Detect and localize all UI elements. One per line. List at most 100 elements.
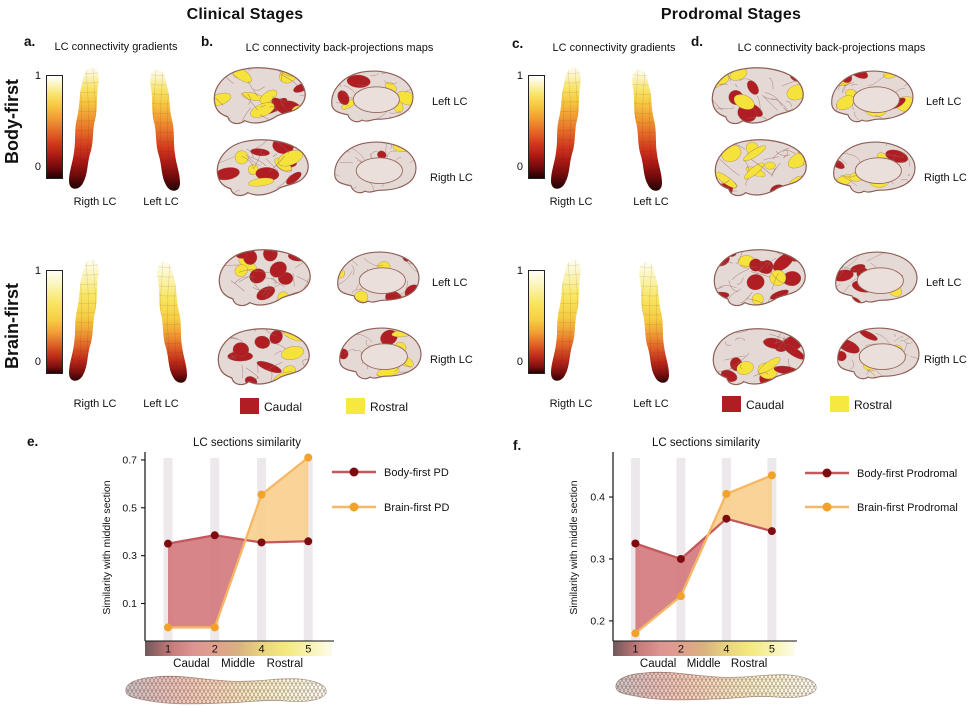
svg-text:Middle: Middle <box>687 658 721 670</box>
panel-a-letter: a. <box>24 34 36 49</box>
colorbar-min: 0 <box>34 356 41 368</box>
projection-label-right: Rigth LC <box>924 354 967 366</box>
panel-d-title: LC connectivity back-projections maps <box>737 42 926 54</box>
clinical-title: Clinical Stages <box>186 6 304 23</box>
svg-text:1: 1 <box>165 644 171 656</box>
brain-map-lateral <box>206 62 310 132</box>
svg-text:Middle: Middle <box>221 658 255 670</box>
lc-blob-left <box>133 66 185 198</box>
lc-mesh-blob <box>606 666 824 704</box>
caudal-label: Caudal <box>746 398 785 412</box>
lc-label-right: Rigth LC <box>73 398 117 410</box>
projection-label-left: Left LC <box>432 96 468 108</box>
svg-text:Similarity with middle section: Similarity with middle section <box>568 480 580 614</box>
svg-text:Similarity with middle section: Similarity with middle section <box>101 480 113 614</box>
svg-text:0.3: 0.3 <box>590 553 605 565</box>
lc-blob-left <box>622 258 674 390</box>
lc-blob-right <box>546 64 598 196</box>
svg-text:2: 2 <box>212 644 218 656</box>
projection-label-left: Left LC <box>926 96 962 108</box>
svg-text:2: 2 <box>678 644 684 656</box>
colorbar-max: 1 <box>516 70 523 82</box>
brain-map-medial <box>826 246 924 310</box>
panel-c-letter: c. <box>512 36 524 51</box>
lc-mesh-blob <box>116 670 334 708</box>
projection-label-right: Rigth LC <box>430 172 473 184</box>
brain-map-medial <box>824 136 922 200</box>
gradient-colorbar <box>46 270 63 374</box>
panel-a-title: LC connectivity gradients <box>54 41 178 53</box>
lc-label-left: Left LC <box>143 398 179 410</box>
panel-c-title: LC connectivity gradients <box>552 42 676 54</box>
brain-map-lateral <box>705 323 809 393</box>
brain-map-lateral <box>704 62 808 132</box>
gradient-colorbar <box>528 75 545 179</box>
lc-label-left: Left LC <box>633 196 669 208</box>
brain-map-lateral <box>210 323 314 393</box>
svg-text:LC sections similarity: LC sections similarity <box>652 437 760 449</box>
svg-text:Caudal: Caudal <box>173 658 209 670</box>
prodromal-title: Prodromal Stages <box>660 6 802 23</box>
svg-text:0.4: 0.4 <box>590 492 605 504</box>
svg-text:Body-first Prodromal: Body-first Prodromal <box>857 468 957 480</box>
colorbar-max: 1 <box>516 265 523 277</box>
rostral-swatch <box>830 396 849 412</box>
svg-text:4: 4 <box>258 644 264 656</box>
svg-text:0.1: 0.1 <box>122 598 137 610</box>
projection-label-right: Rigth LC <box>430 354 473 366</box>
caudal-label: Caudal <box>264 400 303 414</box>
colorbar-min: 0 <box>34 161 41 173</box>
brain-map-medial <box>328 246 426 310</box>
brain-map-medial <box>322 65 420 129</box>
svg-text:Caudal: Caudal <box>640 658 676 670</box>
svg-text:0.3: 0.3 <box>122 550 137 562</box>
panel-b-title: LC connectivity back-projections maps <box>245 42 434 54</box>
caudal-swatch <box>722 396 741 412</box>
svg-text:0.7: 0.7 <box>122 454 137 466</box>
lc-label-left: Left LC <box>633 398 669 410</box>
svg-text:Rostral: Rostral <box>267 658 303 670</box>
row-label-brain-first: Brain-first <box>2 283 22 370</box>
svg-text:5: 5 <box>769 644 775 656</box>
svg-text:1: 1 <box>632 644 638 656</box>
lc-label-left: Left LC <box>143 196 179 208</box>
lc-label-right: Rigth LC <box>549 398 593 410</box>
brain-map-medial <box>330 322 428 386</box>
rostral-swatch <box>346 398 365 414</box>
projection-label-right: Rigth LC <box>924 172 967 184</box>
row-label-body-first: Body-first <box>2 79 22 164</box>
panel-b-letter: b. <box>201 34 213 49</box>
colorbar-min: 0 <box>516 161 523 173</box>
svg-text:4: 4 <box>723 644 729 656</box>
lc-blob-left <box>140 258 192 390</box>
lc-label-right: Rigth LC <box>549 196 593 208</box>
gradient-colorbar <box>528 270 545 374</box>
similarity-chart-clinical: LC sections similarity Similarity with mi… <box>101 437 449 670</box>
svg-text:Rostral: Rostral <box>731 658 767 670</box>
rostral-label: Rostral <box>370 400 409 414</box>
lc-blob-right <box>64 64 116 196</box>
lc-blob-right <box>546 256 598 388</box>
projection-label-left: Left LC <box>926 277 962 289</box>
panel-d-letter: d. <box>691 34 703 49</box>
brain-map-lateral <box>209 134 313 204</box>
panel-e-letter: e. <box>27 434 39 449</box>
svg-text:Body-first PD: Body-first PD <box>384 467 449 479</box>
colorbar-min: 0 <box>516 356 523 368</box>
brain-map-medial <box>822 65 920 129</box>
rostral-label: Rostral <box>854 398 893 412</box>
svg-text:Brain-first Prodromal: Brain-first Prodromal <box>857 502 958 514</box>
lc-blob-right <box>64 256 116 388</box>
gradient-colorbar <box>46 75 63 179</box>
panel-f-letter: f. <box>513 438 522 453</box>
projection-label-left: Left LC <box>432 277 468 289</box>
brain-map-lateral <box>707 134 811 204</box>
brain-map-medial <box>325 136 423 200</box>
svg-text:Brain-first PD: Brain-first PD <box>384 502 449 514</box>
colorbar-max: 1 <box>34 70 41 82</box>
colorbar-max: 1 <box>34 265 41 277</box>
lc-label-right: Rigth LC <box>73 196 117 208</box>
svg-text:5: 5 <box>305 644 311 656</box>
svg-text:0.5: 0.5 <box>122 502 137 514</box>
